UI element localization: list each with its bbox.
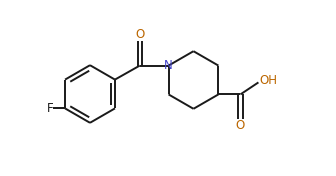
Text: N: N [164, 59, 173, 72]
Text: O: O [135, 28, 144, 41]
Text: O: O [236, 119, 245, 132]
Text: F: F [47, 102, 53, 115]
Text: OH: OH [259, 74, 278, 87]
